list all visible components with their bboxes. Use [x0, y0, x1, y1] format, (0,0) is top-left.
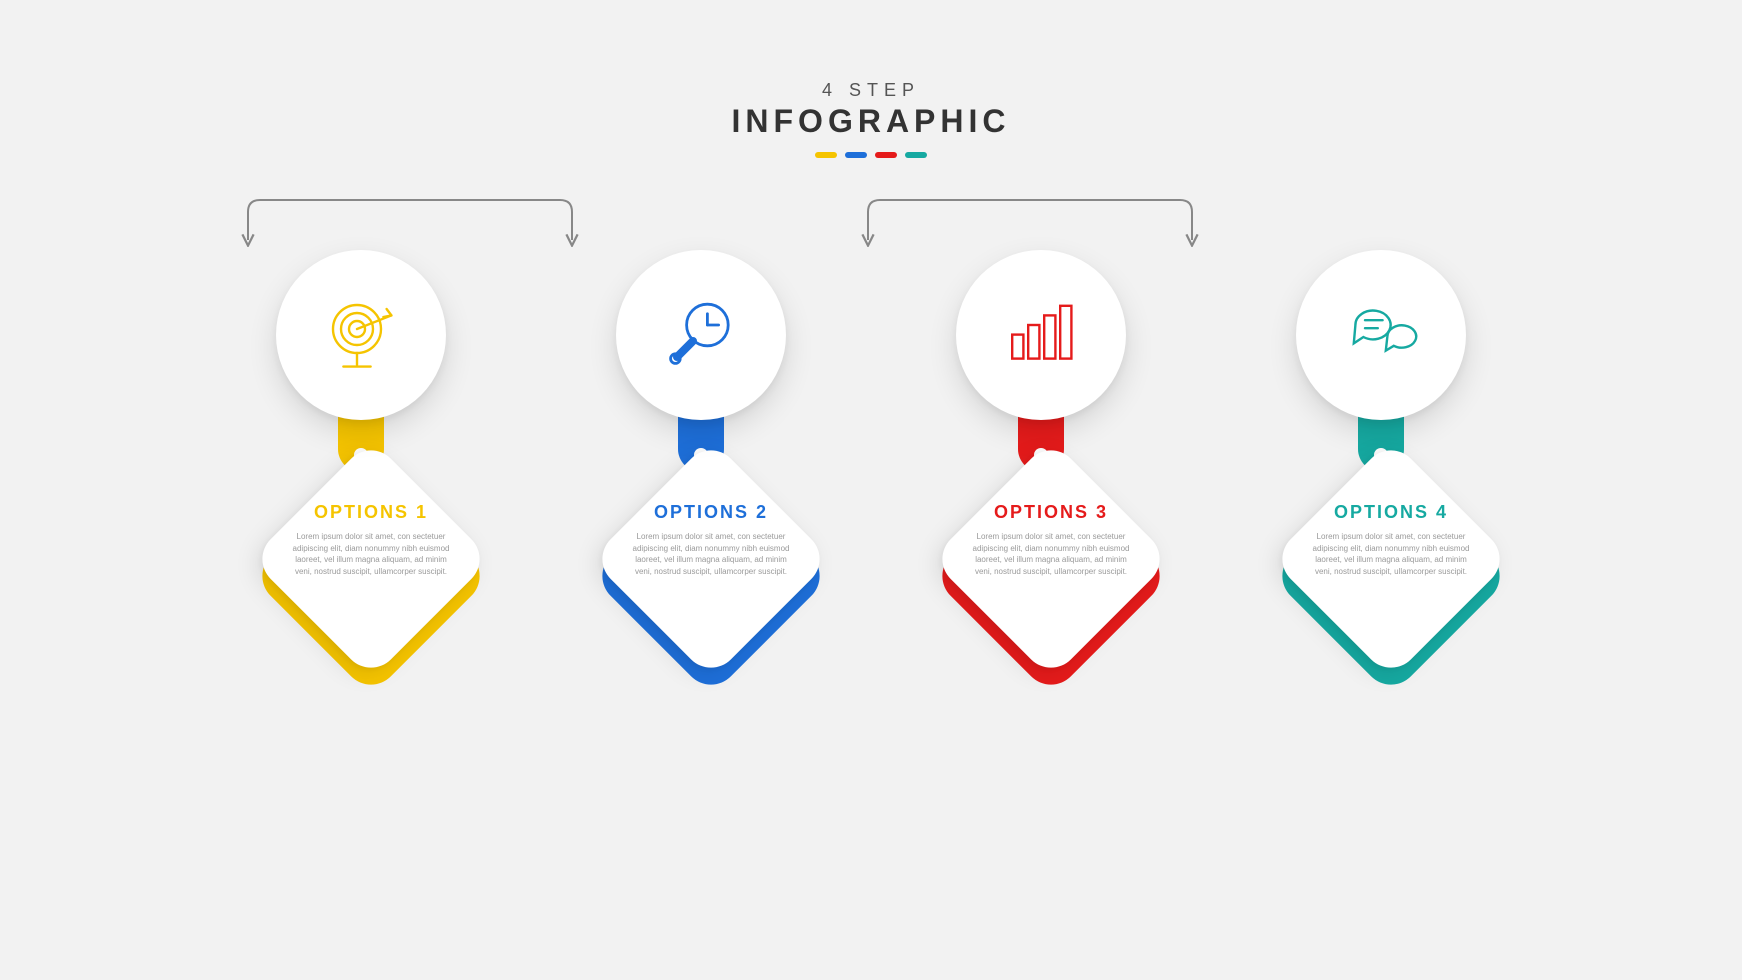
step-4-content: OPTIONS 4 Lorem ipsum dolor sit amet, co… — [1281, 502, 1501, 577]
step-2-circle — [616, 250, 786, 420]
step-2-body: Lorem ipsum dolor sit amet, con sectetue… — [631, 531, 791, 577]
dash-1 — [815, 152, 837, 158]
connector-left — [248, 200, 572, 240]
bar-chart-icon — [1001, 293, 1081, 378]
step-4: OPTIONS 4 Lorem ipsum dolor sit amet, co… — [1281, 250, 1481, 686]
target-icon — [321, 293, 401, 378]
dash-4 — [905, 152, 927, 158]
step-1-content: OPTIONS 1 Lorem ipsum dolor sit amet, co… — [261, 502, 481, 577]
step-2-content: OPTIONS 2 Lorem ipsum dolor sit amet, co… — [601, 502, 821, 577]
step-1: OPTIONS 1 Lorem ipsum dolor sit amet, co… — [261, 250, 461, 686]
step-3-title: OPTIONS 3 — [959, 502, 1143, 523]
header: 4 STEP INFOGRAPHIC — [0, 80, 1742, 158]
step-3-body: Lorem ipsum dolor sit amet, con sectetue… — [971, 531, 1131, 577]
header-title: INFOGRAPHIC — [0, 103, 1742, 140]
step-2: OPTIONS 2 Lorem ipsum dolor sit amet, co… — [601, 250, 801, 686]
step-4-body: Lorem ipsum dolor sit amet, con sectetue… — [1311, 531, 1471, 577]
header-subtitle: 4 STEP — [0, 80, 1742, 101]
step-2-diamond: OPTIONS 2 Lorem ipsum dolor sit amet, co… — [601, 466, 821, 686]
step-4-circle — [1296, 250, 1466, 420]
steps-row: OPTIONS 1 Lorem ipsum dolor sit amet, co… — [0, 250, 1742, 686]
step-3-diamond: OPTIONS 3 Lorem ipsum dolor sit amet, co… — [941, 466, 1161, 686]
step-3: OPTIONS 3 Lorem ipsum dolor sit amet, co… — [941, 250, 1141, 686]
dash-2 — [845, 152, 867, 158]
step-4-title: OPTIONS 4 — [1299, 502, 1483, 523]
step-4-diamond: OPTIONS 4 Lorem ipsum dolor sit amet, co… — [1281, 466, 1501, 686]
header-accent-dashes — [0, 152, 1742, 158]
dash-3 — [875, 152, 897, 158]
step-1-diamond: OPTIONS 1 Lorem ipsum dolor sit amet, co… — [261, 466, 481, 686]
step-3-circle — [956, 250, 1126, 420]
step-2-title: OPTIONS 2 — [619, 502, 803, 523]
step-1-body: Lorem ipsum dolor sit amet, con sectetue… — [291, 531, 451, 577]
step-3-content: OPTIONS 3 Lorem ipsum dolor sit amet, co… — [941, 502, 1161, 577]
step-1-circle — [276, 250, 446, 420]
magnifier-clock-icon — [661, 293, 741, 378]
connector-right — [868, 200, 1192, 240]
step-1-title: OPTIONS 1 — [279, 502, 463, 523]
chat-bubbles-icon — [1341, 293, 1421, 378]
